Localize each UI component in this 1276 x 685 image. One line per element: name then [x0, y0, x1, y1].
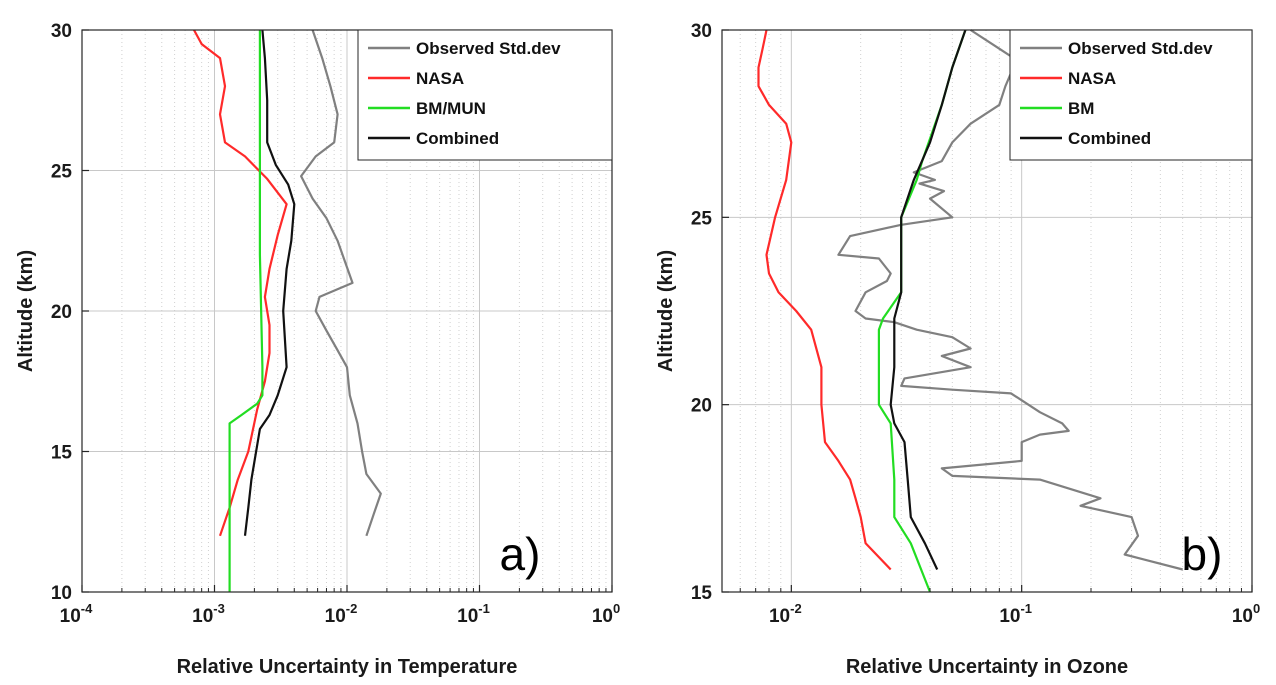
y-axis-label: Altitude (km) — [15, 250, 37, 372]
series-line-combined — [243, 29, 296, 536]
panel-label: a) — [500, 528, 541, 580]
y-axis-label: Altitude (km) — [655, 250, 677, 372]
legend-entry: Combined — [1068, 129, 1151, 148]
x-tick-label: 100 — [1232, 601, 1260, 627]
x-tick-label: 10-2 — [769, 601, 802, 627]
x-tick-label: 100 — [592, 601, 620, 627]
chart-panel-b: 10-2 10-1 100 15 20 25 30 Relative Uncertainty … — [655, 21, 1260, 678]
legend-entry: Observed Std.dev — [416, 39, 561, 58]
legend-entry: BM/MUN — [416, 99, 486, 118]
x-tick-label: 10-1 — [457, 601, 490, 627]
x-axis-label: Relative Uncertainty in Ozone — [846, 656, 1128, 678]
y-tick-label: 15 — [51, 443, 73, 464]
legend-entry: Observed Std.dev — [1068, 39, 1213, 58]
y-tick-label: 15 — [691, 583, 713, 604]
chart-panel-a: 10-4 10-3 10-2 10-1 100 10 15 20 25 30 Relative Un… — [15, 21, 620, 678]
x-tick-label: 10-1 — [999, 601, 1032, 627]
x-tick-label: 10-2 — [325, 601, 358, 627]
y-tick-label: 20 — [51, 302, 72, 323]
series-line-nasa — [193, 29, 288, 537]
axes-frame — [721, 29, 1253, 593]
y-tick-label: 20 — [691, 396, 712, 417]
legend-entry: BM — [1068, 99, 1094, 118]
y-tick-label: 30 — [51, 21, 72, 42]
legend-entry: NASA — [1068, 69, 1116, 88]
series-line-bm — [877, 29, 967, 593]
series-line-observed-std-dev — [300, 29, 382, 537]
y-tick-label: 10 — [51, 583, 72, 604]
panel-label: b) — [1182, 528, 1223, 580]
x-tick-label: 10-4 — [60, 601, 93, 627]
y-tick-label: 25 — [691, 208, 713, 229]
series-line-nasa — [757, 29, 892, 571]
y-tick-label: 25 — [51, 162, 73, 183]
legend-entry: Combined — [416, 129, 499, 148]
x-tick-label: 10-3 — [192, 601, 225, 627]
y-tick-label: 30 — [691, 21, 712, 42]
series-line-bm-mun — [228, 30, 264, 592]
legend-entry: NASA — [416, 69, 464, 88]
series-line-combined — [889, 29, 967, 570]
x-axis-label: Relative Uncertainty in Temperature — [177, 656, 518, 678]
